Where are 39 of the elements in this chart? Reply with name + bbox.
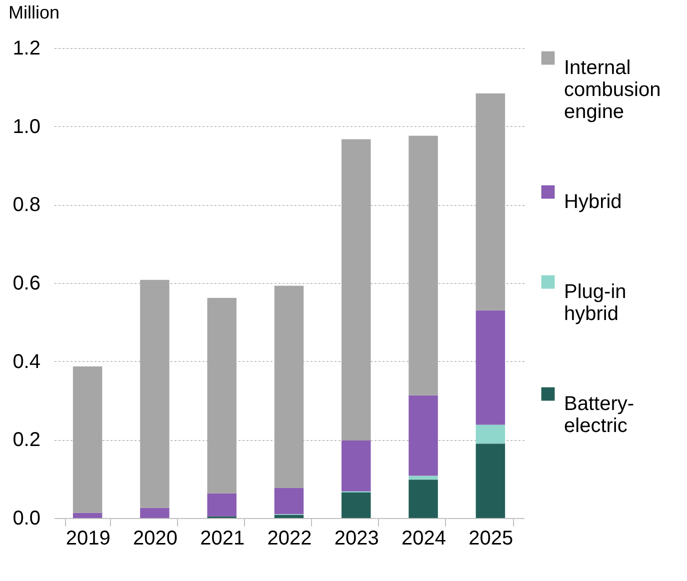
x-tick-label: 2021 — [200, 528, 245, 550]
bar — [72, 512, 102, 518]
y-axis-title: Million — [8, 2, 60, 22]
x-tick-label: 2025 — [468, 528, 514, 550]
legend-label: Internal combusion engine — [564, 57, 661, 123]
x-tick-label: 2022 — [267, 528, 312, 550]
y-tick-label: 0.8 — [12, 194, 40, 216]
bar — [408, 480, 438, 518]
bar — [274, 286, 304, 488]
bar — [342, 139, 371, 440]
bar — [476, 444, 506, 518]
bar — [274, 514, 304, 518]
y-tick-label: 0.6 — [12, 272, 40, 294]
bar — [408, 395, 438, 476]
y-tick-label: 1.2 — [12, 38, 40, 60]
bar — [140, 508, 170, 518]
bar — [72, 366, 102, 513]
y-tick-label: 0.2 — [12, 429, 40, 452]
bar — [207, 493, 236, 516]
bar — [342, 492, 371, 518]
bar — [476, 424, 506, 444]
y-tick-label: 0.4 — [12, 350, 40, 373]
x-tick-label: 2019 — [66, 528, 110, 550]
bar — [408, 136, 438, 396]
x-tick-label: 2023 — [334, 528, 379, 550]
bar — [274, 488, 304, 514]
x-tick-label: 2024 — [402, 528, 446, 550]
bar — [476, 93, 506, 310]
bar — [207, 298, 236, 494]
legend-label: Plug-in hybrid — [564, 281, 626, 325]
x-tick-label: 2020 — [132, 528, 178, 550]
bar — [342, 440, 371, 492]
bar — [476, 310, 506, 425]
bar — [140, 280, 170, 508]
y-tick-label: 0.0 — [12, 508, 40, 530]
legend-label: Hybrid — [564, 191, 622, 213]
y-tick-label: 1.0 — [12, 116, 40, 138]
legend-label: Battery-electric — [564, 393, 634, 437]
bar — [408, 476, 438, 480]
